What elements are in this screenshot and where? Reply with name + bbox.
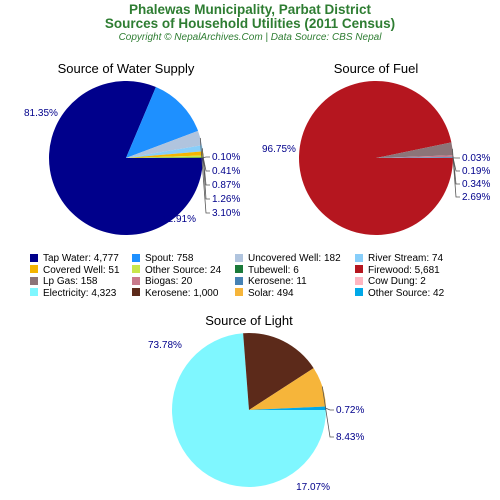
data-label: 0.87% xyxy=(212,180,240,191)
legend-label: Other Source: 24 xyxy=(145,264,222,276)
legend-item: Firewood: 5,681 xyxy=(355,265,440,277)
legend-label: Covered Well: 51 xyxy=(43,264,120,276)
legend-swatch xyxy=(30,265,38,273)
legend-item: Tubewell: 6 xyxy=(235,265,299,277)
leader-line xyxy=(202,153,210,186)
data-label: 0.72% xyxy=(336,405,364,416)
data-label: 0.34% xyxy=(462,179,490,190)
pie-slice-other-source xyxy=(126,155,203,158)
legend-item: Covered Well: 51 xyxy=(30,265,120,277)
legend-item: Kerosene: 11 xyxy=(235,276,307,288)
leader-line xyxy=(321,386,334,438)
pie-slice-electricity xyxy=(171,333,326,487)
pie-slice-solar xyxy=(249,368,326,410)
legend-label: Electricity: 4,323 xyxy=(43,287,117,299)
pie-title: Source of Water Supply xyxy=(58,61,195,76)
data-label: 3.10% xyxy=(212,208,240,219)
data-label: 0.03% xyxy=(462,153,490,164)
legend-swatch xyxy=(132,288,140,296)
legend-swatch xyxy=(132,253,140,262)
pie-title: Source of Fuel xyxy=(334,61,419,76)
legend-swatch xyxy=(355,288,363,296)
legend-swatch xyxy=(355,276,363,285)
legend-label: Other Source: 42 xyxy=(368,287,445,299)
chart-title: Phalewas Municipality, Parbat District xyxy=(128,2,372,17)
leader-line xyxy=(202,156,210,159)
leader-line xyxy=(452,148,460,198)
legend-label: Spout: 758 xyxy=(145,253,194,264)
legend-label: Lp Gas: 158 xyxy=(43,276,98,287)
data-label: 0.10% xyxy=(212,152,240,163)
legend-swatch xyxy=(30,253,38,262)
legend-label: Tubewell: 6 xyxy=(248,264,299,276)
data-label: 0.41% xyxy=(212,166,240,177)
data-label: 8.43% xyxy=(336,432,364,443)
data-label: 2.69% xyxy=(462,192,490,203)
pie-slice-biogas xyxy=(376,155,453,158)
legend-item: Other Source: 24 xyxy=(132,265,221,277)
legend-item: River Stream: 74 xyxy=(355,253,443,265)
legend-item: Uncovered Well: 182 xyxy=(235,253,341,265)
legend-swatch xyxy=(132,276,140,285)
legend-swatch xyxy=(132,265,140,273)
pie-slice-lp-gas xyxy=(376,142,453,158)
legend-label: Solar: 494 xyxy=(248,287,294,299)
legend-item: Lp Gas: 158 xyxy=(30,276,97,288)
legend-swatch xyxy=(235,265,243,273)
legend-label: Kerosene: 11 xyxy=(248,276,307,287)
legend-label: River Stream: 74 xyxy=(368,253,444,264)
legend-item: Kerosene: 1,000 xyxy=(132,288,218,300)
data-label: 17.07% xyxy=(296,482,330,493)
chart-subtitle: Sources of Household Utilities (2011 Cen… xyxy=(104,16,396,31)
pie-slice-kerosene xyxy=(243,332,314,410)
legend-label: Firewood: 5,681 xyxy=(368,264,440,276)
legend-swatch xyxy=(235,276,243,285)
data-label: 0.19% xyxy=(462,166,490,177)
legend-item: Electricity: 4,323 xyxy=(30,288,116,300)
data-label: 12.91% xyxy=(162,214,196,225)
legend-item: Spout: 758 xyxy=(132,253,193,265)
data-label: 73.78% xyxy=(148,340,182,351)
pie-slice-spout xyxy=(126,87,199,158)
legend-swatch xyxy=(355,265,363,273)
legend-label: Tap Water: 4,777 xyxy=(43,253,119,264)
legend-label: Uncovered Well: 182 xyxy=(248,253,341,264)
legend-item: Other Source: 42 xyxy=(355,288,444,300)
pie-slice-firewood xyxy=(298,80,453,235)
pie-slice-uncovered-well xyxy=(126,130,202,158)
pie-slice-kerosene xyxy=(376,156,453,158)
data-label: 81.35% xyxy=(24,108,58,119)
legend-swatch xyxy=(235,288,243,296)
legend-item: Biogas: 20 xyxy=(132,276,192,288)
pie-slice-covered-well xyxy=(126,151,203,158)
legend-item: Tap Water: 4,777 xyxy=(30,253,119,265)
pie-source-of-light: Source of Light 73.78% 0.72% 8.43% 17.07% xyxy=(148,313,364,493)
leader-line xyxy=(325,407,334,411)
legend-label: Biogas: 20 xyxy=(145,276,193,287)
pie-title: Source of Light xyxy=(205,313,293,328)
leader-line xyxy=(202,148,210,200)
legend-label: Cow Dung: 2 xyxy=(368,276,426,287)
data-label: 96.75% xyxy=(262,144,296,155)
pie-slice-other-source xyxy=(249,406,326,410)
legend-item: Cow Dung: 2 xyxy=(355,276,426,288)
legend-swatch xyxy=(30,288,38,296)
legend-swatch xyxy=(235,253,243,262)
pie-source-of-water-supply: Source of Water Supply 81.35% 0.10% 0.41% 0.… xyxy=(24,61,240,235)
credit-line: Copyright © NepalArchives.Com | Data Sou… xyxy=(118,32,382,43)
pie-source-of-fuel: Source of Fuel 96.75% 0.03% 0.19% 0.34% 2.69% xyxy=(262,61,490,235)
data-label: 1.26% xyxy=(212,194,240,205)
pie-slice-tap-water xyxy=(49,80,203,235)
legend-swatch xyxy=(30,276,38,285)
legend-label: Kerosene: 1,000 xyxy=(145,287,219,299)
legend-swatch xyxy=(355,253,363,262)
legend-item: Solar: 494 xyxy=(235,288,294,300)
pie-slice-river-stream xyxy=(126,145,203,158)
leader-line xyxy=(199,137,210,214)
